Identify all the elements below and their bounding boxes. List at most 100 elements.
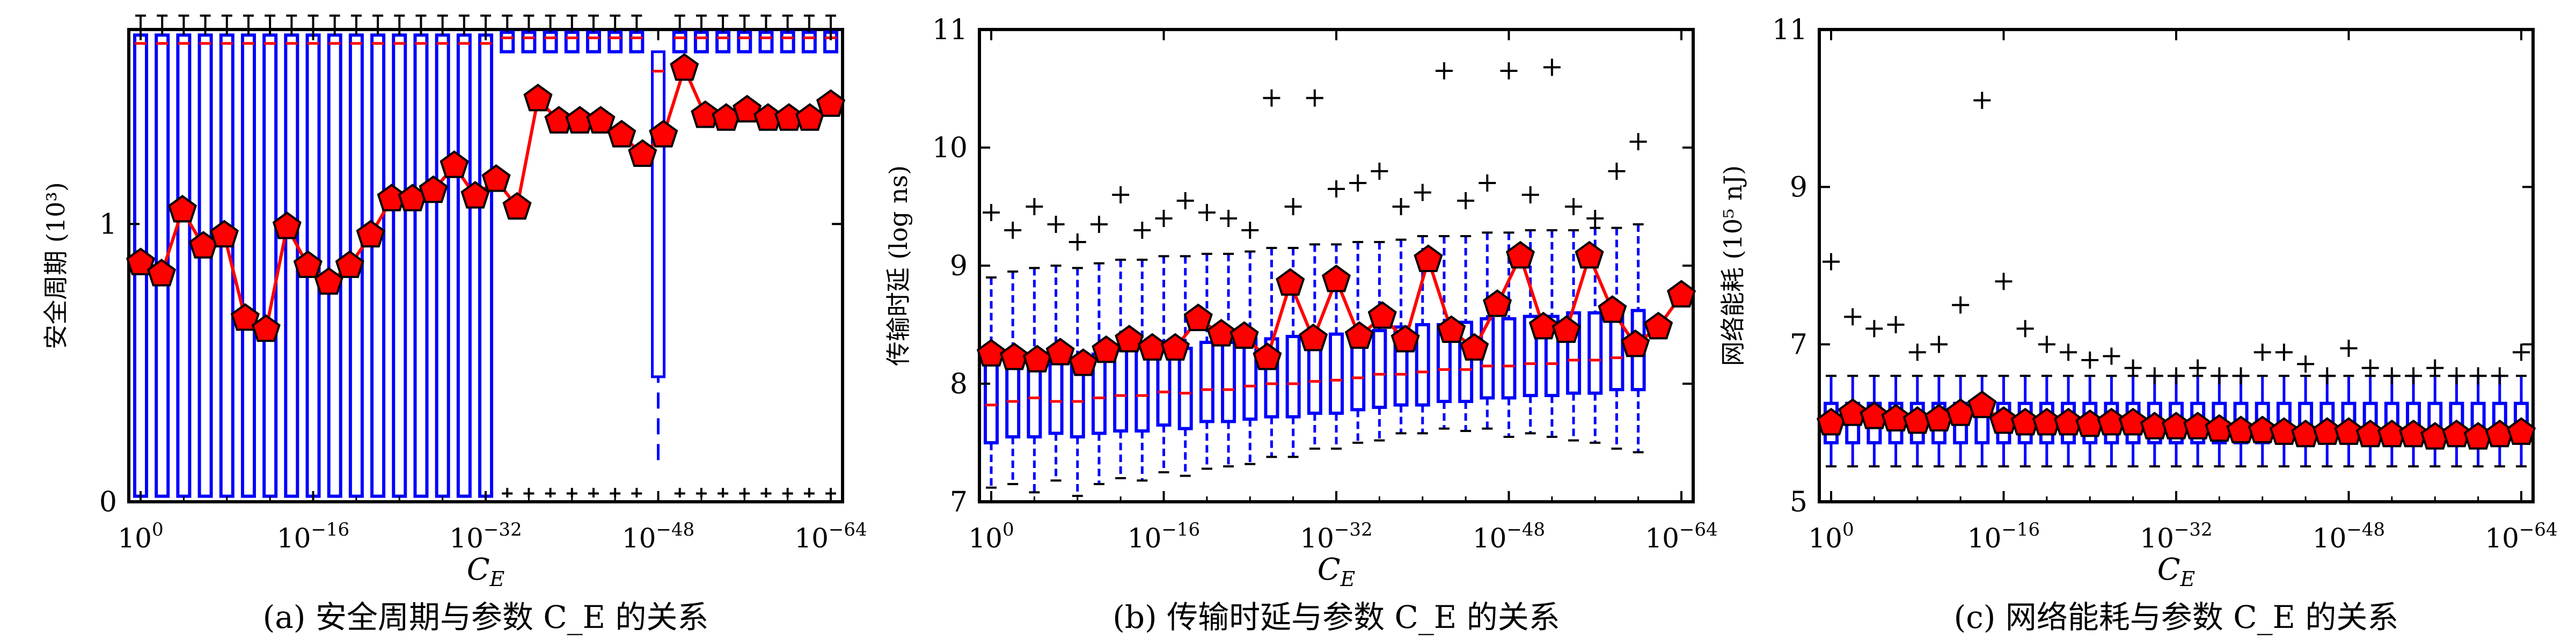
box [1501,317,1517,400]
mean-marker [293,250,323,278]
mean-marker [481,164,511,192]
box-series-a [126,14,846,498]
box [240,33,256,498]
mean-marker [2398,419,2428,448]
y-tick-label: 0 [99,486,117,518]
mean-marker [1115,325,1144,353]
box [586,31,601,54]
mean-marker [126,247,156,275]
mean-marker [1437,315,1466,343]
mean-marker [999,342,1029,370]
mean-marker [1838,398,1868,426]
box-series-b [976,58,1696,497]
chart-panel-c: 100 10−16 10−32 10−48 10−64 5 7 9 11 网络能耗 (10⁵ n… [1718,14,2558,635]
box [262,33,278,498]
box [1199,341,1214,423]
box [500,31,515,54]
x-tick-label: 10−64 [794,519,867,554]
mean-marker [1482,289,1512,317]
box-series-c [1816,92,2536,467]
x-tick-label: 10−32 [449,519,522,554]
mean-marker [1299,323,1328,352]
box [176,33,192,498]
box [456,33,472,498]
caption-a: (a) 安全周期与参数 C_E 的关系 [263,599,709,635]
mean-marker [691,100,720,128]
box [392,33,407,498]
x-tick-label: 10−64 [2485,519,2557,554]
y-axis-label-a: 安全周期 (10³) [41,182,70,349]
box [1393,325,1409,407]
mean-marker [1528,311,1558,340]
box [1242,337,1258,421]
box [1415,323,1430,407]
box [521,31,537,54]
mean-marker [1598,295,1627,323]
plot-area-a [127,28,844,503]
x-tick-label: 100 [968,519,1014,554]
y-tick-label: 7 [1790,329,1807,361]
box [1221,341,1236,423]
mean-marker [1881,404,1911,431]
y-tick-label: 9 [1790,171,1807,203]
mean-marker [1069,348,1098,376]
box [435,33,450,498]
box [629,31,645,54]
box [1458,320,1474,403]
box [1005,358,1021,438]
mean-marker [2442,419,2471,448]
x-tick-label: 10−32 [2140,519,2212,554]
mean-marker [1045,338,1075,365]
mean-marker [1967,390,1997,419]
mean-marker [1391,325,1420,353]
box [543,31,558,54]
ticks-c: 100 10−16 10−32 10−48 10−64 5 7 9 11 [1772,14,2558,554]
y-axis-label-b: 传输时延 (log ns) [884,165,913,366]
box [651,50,665,378]
mean-marker [2506,417,2536,445]
mean-marker [1460,333,1489,361]
x-axis-label-a: CE [467,552,505,591]
box [693,31,709,54]
box [197,33,213,498]
mean-marker [523,83,553,112]
mean-marker [1276,268,1305,296]
y-tick-label: 5 [1790,486,1807,518]
mean-marker [976,339,1006,367]
mean-marker [1253,342,1282,370]
mean-marker [1344,321,1374,349]
box [1523,314,1538,397]
x-tick-label: 10−16 [1967,519,2040,554]
box [672,31,687,54]
mean-marker [1860,401,1889,429]
box [780,31,795,54]
box [1113,349,1129,433]
y-axis-label-c: 网络能耗 (10⁵ nJ) [1718,165,1747,366]
mean-marker [1321,264,1351,292]
mean-marker [607,120,636,148]
mean-marker [440,150,469,178]
x-tick-label: 10−48 [622,519,694,554]
mean-marker [649,120,678,148]
mean-marker [1666,280,1696,308]
mean-marker [1206,319,1236,347]
box [413,33,429,498]
mean-marker [251,314,281,342]
box [737,31,752,54]
mean-marker [1092,335,1121,363]
x-axis-label-c: CE [2157,552,2196,591]
y-tick-label: 1 [99,208,117,240]
x-axis-label-b: CE [1318,552,1356,591]
x-tick-label: 100 [118,519,163,554]
mean-marker [419,175,448,203]
box [564,31,580,54]
y-tick-label: 9 [950,250,968,282]
box [1566,311,1582,395]
mean-marker [230,303,260,331]
mean-marker [1575,240,1604,269]
box [1544,314,1560,397]
mean-marker [1160,333,1190,361]
x-tick-label: 10−16 [277,519,349,554]
